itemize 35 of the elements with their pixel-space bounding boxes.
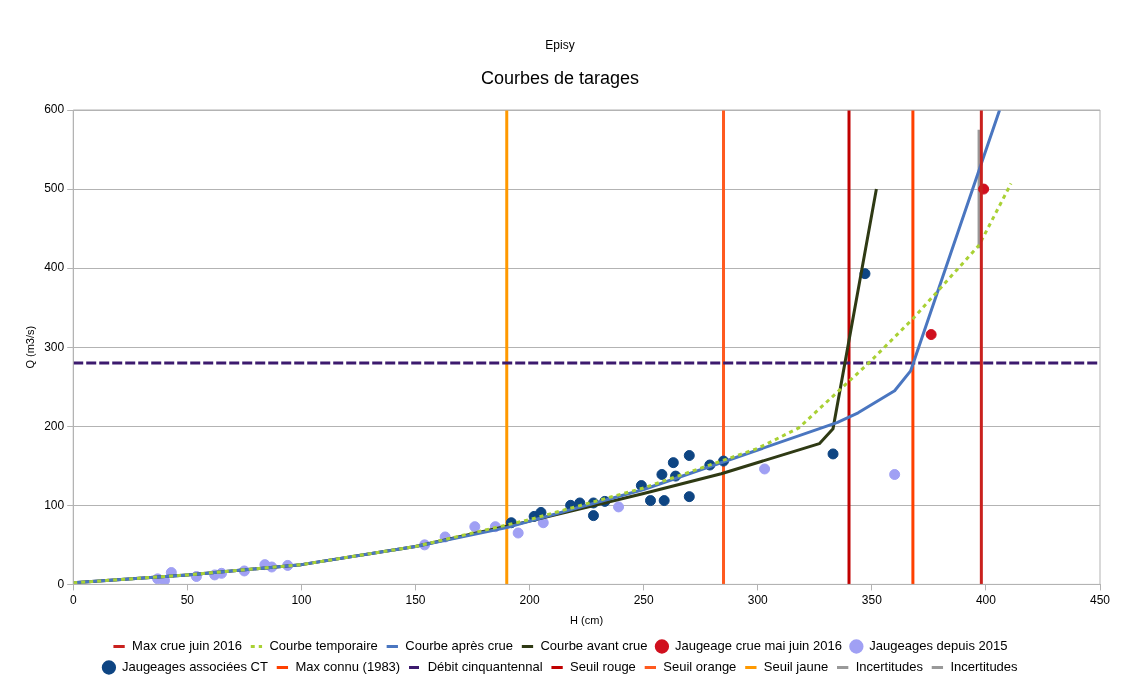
x-tick-label: 350 — [861, 592, 883, 607]
x-tick-label: 50 — [180, 592, 195, 607]
legend-label: Max crue juin 2016 — [132, 638, 242, 654]
legend-label: Jaugeage crue mai juin 2016 — [674, 638, 842, 654]
y-tick-label: 100 — [44, 497, 65, 512]
legend-label: Débit cinquantennal — [427, 659, 543, 675]
legend-label: Courbe après crue — [405, 638, 513, 654]
x-tick-label: 250 — [633, 592, 654, 607]
legend-label: Max connu (1983) — [295, 659, 401, 675]
x-tick-label: 400 — [975, 592, 997, 607]
legend-label: Jaugeages depuis 2015 — [869, 638, 1008, 654]
y-tick-label: 300 — [44, 339, 65, 354]
y-tick-label: 600 — [44, 102, 65, 117]
chart-subtitle: Courbes de tarages — [480, 68, 640, 89]
legend-label: Seuil jaune — [763, 659, 829, 675]
chart-title: Episy — [545, 37, 575, 52]
legend-label: Courbe avant crue — [540, 638, 648, 654]
legend-label: Seuil rouge — [570, 659, 636, 675]
y-tick-label: 0 — [57, 576, 65, 591]
x-tick-label: 200 — [519, 592, 540, 607]
y-tick-label: 400 — [44, 260, 65, 275]
legend-label: Incertitudes — [855, 659, 924, 675]
legend-label: Seuil orange — [663, 659, 737, 675]
y-axis-title: Q (m3/s) — [23, 325, 36, 369]
legend-label: Jaugeages associées CT — [121, 659, 268, 675]
y-tick-label: 500 — [44, 181, 65, 196]
x-axis-title: H (cm) — [570, 614, 604, 627]
x-tick-label: 150 — [405, 592, 426, 607]
y-tick-label: 200 — [44, 418, 65, 433]
x-tick-label: 0 — [69, 592, 77, 607]
x-tick-label: 450 — [1089, 592, 1111, 607]
legend-label: Courbe temporaire — [269, 638, 378, 654]
legend-label: Incertitudes — [950, 659, 1019, 675]
x-tick-label: 300 — [747, 592, 769, 607]
x-tick-label: 100 — [291, 592, 312, 607]
